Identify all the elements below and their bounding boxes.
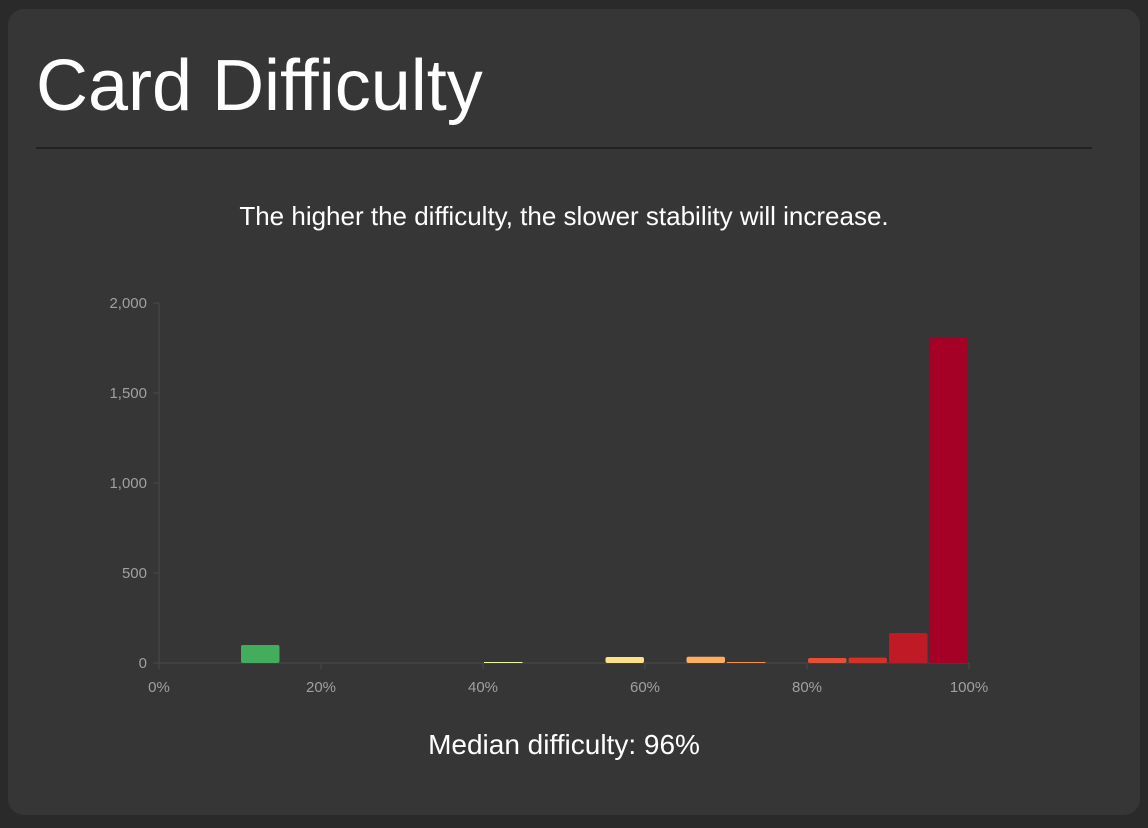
title-divider [36, 147, 1092, 149]
histogram-bar[interactable] [929, 337, 969, 663]
histogram-bar[interactable] [808, 657, 847, 663]
x-tick-label: 20% [306, 679, 336, 696]
y-tick-label: 0 [139, 655, 147, 672]
histogram-bar[interactable] [848, 657, 888, 663]
histogram-bar[interactable] [727, 662, 766, 663]
histogram-bar[interactable] [484, 662, 523, 663]
histogram-bar[interactable] [889, 632, 928, 663]
histogram-bar[interactable] [241, 645, 280, 663]
chart-subtitle: The higher the difficulty, the slower st… [239, 201, 889, 231]
x-tick-label: 40% [468, 679, 498, 696]
y-tick-label: 500 [122, 565, 147, 582]
median-difficulty-label: Median difficulty: 96% [428, 729, 700, 760]
x-tick-label: 0% [148, 679, 170, 696]
y-tick-label: 1,000 [109, 475, 147, 492]
card-difficulty-panel: Card Difficulty The higher the difficult… [8, 9, 1140, 815]
x-tick-label: 60% [630, 679, 660, 696]
x-tick-label: 80% [792, 679, 822, 696]
histogram-bar[interactable] [605, 657, 645, 663]
page-title: Card Difficulty [36, 46, 483, 126]
x-tick-label: 100% [950, 679, 988, 696]
y-tick-label: 2,000 [109, 295, 147, 312]
histogram-bar[interactable] [686, 656, 726, 663]
difficulty-histogram: 0 500 1,000 1,500 2,000 0% 20% 40% 60% 80% 100% [109, 295, 988, 696]
y-tick-label: 1,500 [109, 385, 147, 402]
